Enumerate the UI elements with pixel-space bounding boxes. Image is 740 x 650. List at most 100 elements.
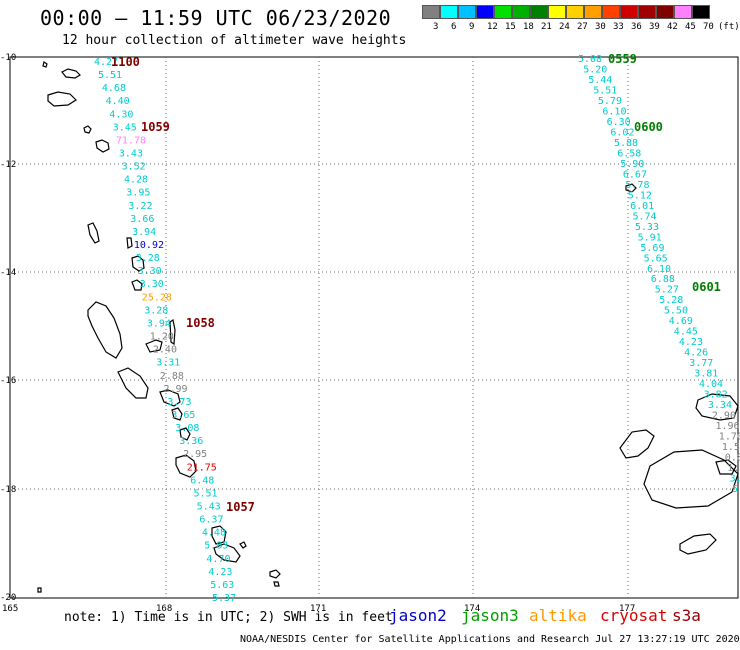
gridlines [10,57,738,598]
wave-height-label: 3.3 [730,474,740,485]
legend-label: 12 [487,22,498,32]
lon-label: 165 [2,604,18,614]
wave-height-label: 3.08 [175,423,199,434]
wave-height-label: 5.65 [644,253,668,264]
time-labels: 1100 1059 1058 1057 0559 0600 0601 [111,52,721,514]
legend-swatch [674,5,692,19]
island-outline [175,454,197,478]
satellite-s3a: s3a [672,606,701,625]
legend-swatch [548,5,566,19]
wave-height-label: 1.20 [150,332,174,343]
legend-swatch [422,5,440,19]
wave-height-label: 4.27 [94,57,118,68]
wave-height-label: 2.88 [160,371,184,382]
wave-height-label: 5.78 [625,180,649,191]
wave-height-label: 1.70 [719,432,740,443]
island-outline [619,429,655,459]
wave-height-label: 5.51 [194,488,218,499]
wave-height-label: 5.37 [212,593,236,604]
legend-label: 9 [469,22,475,32]
legend-swatch [476,5,494,19]
wave-height-label: 5.20 [583,65,607,76]
wave-height-label: 3.28 [144,305,168,316]
wave-height-label: 5.50 [664,306,688,317]
legend-label: 30 [595,22,606,32]
wave-height-label: 5.12 [628,190,652,201]
time-label-1100: 1100 [111,55,140,69]
wave-height-label: 4.45 [674,327,698,338]
legend-label: 3 [433,22,439,32]
wave-height-label: 6.67 [623,169,647,180]
wave-height-label: 6.58 [617,148,641,159]
wave-height-label: 3.77 [689,358,713,369]
legend-swatch [566,5,584,19]
wave-height-label: 10.92 [134,240,164,251]
island-outline [273,581,280,587]
wave-height-label: 5.43 [197,502,221,513]
wave-height-label: 6.10 [602,106,626,117]
island-outline [61,68,81,79]
wave-height-label: 5.63 [210,580,234,591]
wave-height-label: 3.94 [132,227,156,238]
island-outline [213,543,241,563]
legend-swatch [638,5,656,19]
island-outline [679,533,717,555]
wave-height-label: 5.33 [635,222,659,233]
west-track: 4.27 5.51 4.68 4.40 4.30 3.45 71.78 3.43 3.52 4.2… [94,57,236,604]
map-frame [9,56,739,599]
legend-unit: (ft) [718,22,740,32]
wave-height-label: 2.99 [164,384,188,395]
legend-swatch [458,5,476,19]
wave-height-label: 5.44 [588,75,612,86]
wave-height-label: 3.73 [167,397,191,408]
wave-height-label: 3.95 [126,188,150,199]
island-outline [42,61,48,68]
wave-height-label: 1.96 [716,421,740,432]
wave-height-label: 5.69 [640,243,664,254]
lat-label: -12 [0,160,16,170]
lon-label: 171 [310,604,326,614]
east-track: 5.085.205.445.515.796.106.306.025.886.58… [578,54,740,495]
lat-label: -14 [0,268,16,278]
wave-height-label: 6.02 [610,127,634,138]
wave-height-label: 3.45 [113,122,137,133]
wave-height-label: 5.28 [659,295,683,306]
wave-height-label: 2.95 [183,449,207,460]
legend-label: 70 [703,22,714,32]
legend-label: 36 [631,22,642,32]
island-outline [37,587,42,593]
legend-swatch [494,5,512,19]
map-subtitle: 12 hour collection of altimeter wave hei… [62,33,407,48]
legend-swatch [692,5,710,19]
island-outline [131,279,143,291]
legend-swatch [440,5,458,19]
wave-height-label: 2.40 [153,345,177,356]
wave-height-label: 6.88 [651,274,675,285]
wave-height-label: 5.88 [614,138,638,149]
wave-height-label: 3.52 [122,162,146,173]
wave-height-label: 4.68 [102,83,126,94]
island-outline [169,319,176,346]
wave-height-label: 4.48 [202,528,226,539]
wave-height-label: 4.70 [206,554,230,565]
wave-height-label: 6.01 [630,201,654,212]
wave-height-label: 4.28 [124,175,148,186]
wave-height-label: 5.51 [98,70,122,81]
island-outline [95,139,110,153]
wave-height-label: 3.28 [136,253,160,264]
time-label-0559: 0559 [608,52,637,66]
wave-height-label: 71.78 [116,135,146,146]
lon-label: 177 [619,604,635,614]
island-outline [715,459,737,475]
map-title: 00:00 – 11:59 UTC 06/23/2020 [40,6,392,30]
wave-height-label: 5.08 [578,54,602,65]
coastlines [37,61,739,593]
legend-label: 24 [559,22,570,32]
lon-label: 168 [156,604,172,614]
island-outline [695,393,739,421]
time-label-1058: 1058 [186,316,215,330]
time-label-1059: 1059 [141,120,170,134]
wave-height-label: 5.83 [204,541,228,552]
footnote: note: 1) Time is in UTC; 2) SWH is in fe… [64,610,393,625]
island-outline [159,389,181,407]
